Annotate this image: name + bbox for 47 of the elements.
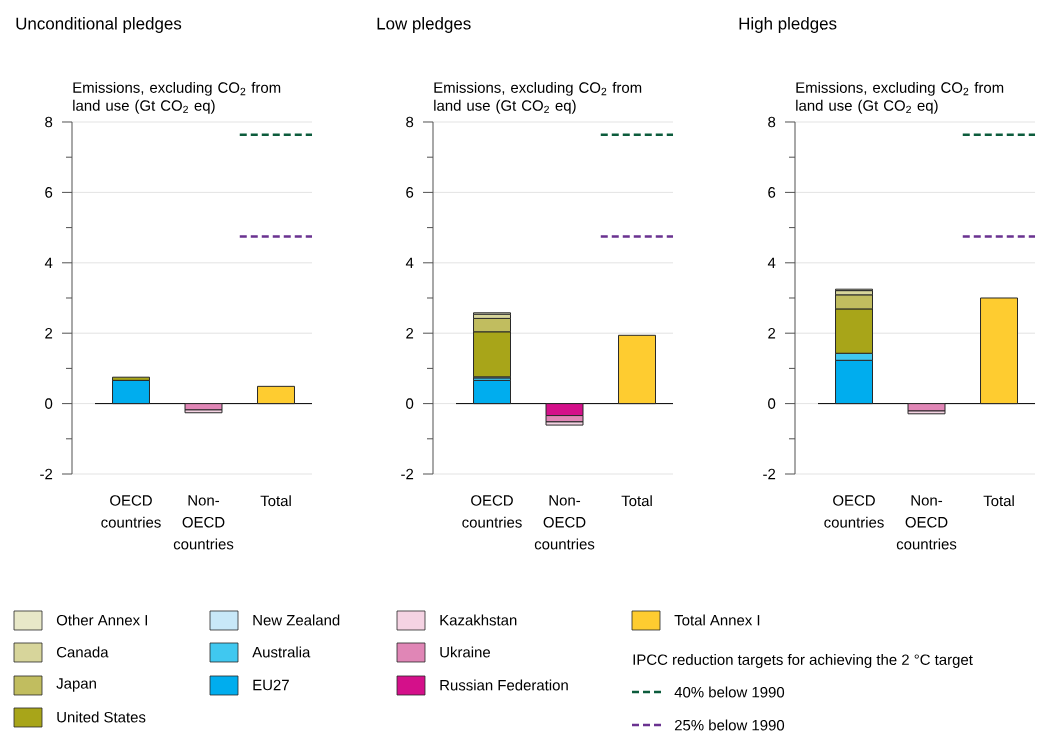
y-tick-label: 4: [767, 257, 776, 268]
legend-label: 40% below 1990: [674, 686, 785, 698]
legend-label: New Zealand: [253, 614, 340, 626]
legend-label: Canada: [56, 646, 109, 658]
y-tick-label: 0: [45, 398, 53, 409]
x-tick-label: OECD countries: [101, 495, 161, 528]
x-tick-label: OECD countries: [824, 495, 884, 528]
y-tick-label: 8: [768, 116, 776, 128]
legend-label: Ukraine: [440, 646, 491, 658]
y-tick-label: 8: [45, 116, 53, 128]
y-tick-label: 0: [406, 398, 414, 409]
y-tick-label: 2: [768, 327, 776, 339]
x-tick-label: Total: [260, 495, 291, 507]
chart-title: Low pledges: [377, 17, 471, 33]
x-tick-label: Total: [983, 495, 1014, 507]
legend-label: Other Annex I: [56, 614, 148, 626]
chart-title: Unconditional pledges: [16, 17, 182, 33]
legend-label: Russian Federation: [440, 679, 568, 691]
y-tick-label: 6: [768, 187, 776, 198]
x-tick-label: Non-OECD countries: [896, 495, 957, 550]
y-tick-label: 6: [406, 187, 414, 198]
y-tick-label: 2: [406, 327, 414, 339]
y-tick-label: 0: [768, 398, 776, 409]
legend-label: Total Annex I: [674, 614, 760, 626]
y-tick-label: 2: [45, 327, 53, 339]
x-tick-label: Non-OECD countries: [173, 495, 234, 550]
y-tick-label: -2: [763, 468, 776, 480]
y-tick-label: -2: [401, 468, 414, 480]
text: Emissions, excluding CO$_{2}$ from land use (Gt CO$_{2}$ eq): [796, 81, 1004, 114]
text: IPCC reduction targets for achieving the 2 °C target: [633, 654, 973, 668]
x-tick-label: OECD countries: [462, 495, 522, 528]
legend-label: Australia: [252, 646, 311, 658]
legend-label: Kazakhstan: [440, 614, 517, 626]
x-tick-label: Total: [621, 495, 652, 507]
y-tick-label: 6: [45, 187, 53, 198]
legend-label: United States: [57, 711, 146, 723]
legend-label: 25% below 1990: [674, 719, 785, 731]
y-tick-label: 4: [44, 257, 53, 268]
y-tick-label: -2: [40, 468, 53, 480]
legend-label: Japan: [56, 678, 96, 692]
text: Emissions, excluding CO$_{2}$ from land use (Gt CO$_{2}$ eq): [434, 81, 642, 114]
y-tick-label: 4: [405, 257, 414, 268]
y-tick-label: 8: [406, 116, 414, 128]
x-tick-label: Non-OECD countries: [534, 495, 595, 550]
chart-title: High pledges: [739, 17, 837, 33]
legend-label: EU27: [253, 679, 289, 691]
text: Emissions, excluding CO$_{2}$ from land use (Gt CO$_{2}$ eq): [73, 81, 281, 114]
